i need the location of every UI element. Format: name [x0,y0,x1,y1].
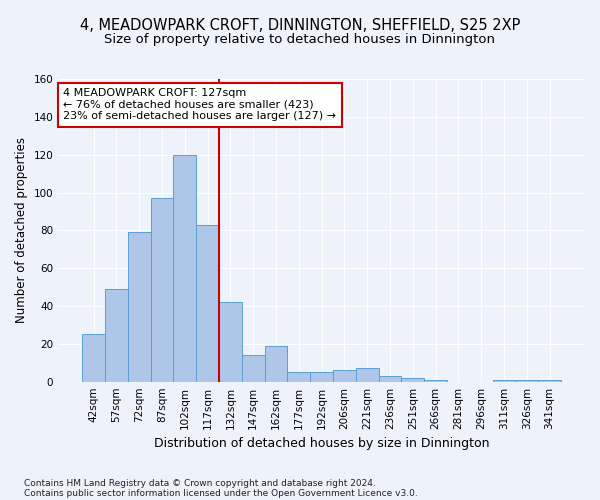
Bar [196,224,219,382]
Bar [151,198,173,382]
Text: Contains public sector information licensed under the Open Government Licence v3: Contains public sector information licen… [24,488,418,498]
Bar [379,376,401,382]
Bar [424,380,447,382]
Bar [333,370,356,382]
Bar [105,289,128,382]
Bar [242,355,265,382]
Bar [538,380,561,382]
Text: Contains HM Land Registry data © Crown copyright and database right 2024.: Contains HM Land Registry data © Crown c… [24,478,376,488]
Y-axis label: Number of detached properties: Number of detached properties [15,138,28,324]
Text: 4 MEADOWPARK CROFT: 127sqm
← 76% of detached houses are smaller (423)
23% of sem: 4 MEADOWPARK CROFT: 127sqm ← 76% of deta… [64,88,337,122]
Text: 4, MEADOWPARK CROFT, DINNINGTON, SHEFFIELD, S25 2XP: 4, MEADOWPARK CROFT, DINNINGTON, SHEFFIE… [80,18,520,32]
X-axis label: Distribution of detached houses by size in Dinnington: Distribution of detached houses by size … [154,437,490,450]
Bar [310,372,333,382]
Bar [493,380,515,382]
Bar [219,302,242,382]
Bar [173,154,196,382]
Bar [515,380,538,382]
Bar [82,334,105,382]
Bar [265,346,287,382]
Bar [287,372,310,382]
Bar [401,378,424,382]
Bar [356,368,379,382]
Text: Size of property relative to detached houses in Dinnington: Size of property relative to detached ho… [104,32,496,46]
Bar [128,232,151,382]
